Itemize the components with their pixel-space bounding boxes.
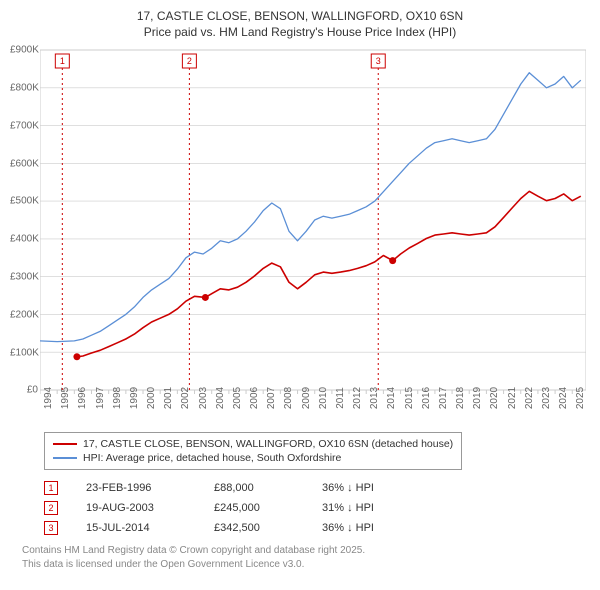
x-tick-label: 2016 [421,387,432,409]
title-line-1: 17, CASTLE CLOSE, BENSON, WALLINGFORD, O… [10,8,590,24]
x-tick-label: 2006 [249,387,260,409]
x-tick-label: 2024 [558,387,569,409]
y-tick-label: £600K [10,158,38,169]
footer: Contains HM Land Registry data © Crown c… [22,544,590,571]
legend-label: 17, CASTLE CLOSE, BENSON, WALLINGFORD, O… [83,438,453,450]
x-tick-label: 2013 [369,387,380,409]
x-tick-label: 2008 [283,387,294,409]
x-tick-label: 1998 [112,387,123,409]
x-tick-label: 2017 [438,387,449,409]
table-row: 2 19-AUG-2003 £245,000 31% ↓ HPI [44,498,590,518]
table-row: 3 15-JUL-2014 £342,500 36% ↓ HPI [44,518,590,538]
sale-delta: 36% ↓ HPI [322,482,412,494]
x-tick-label: 1997 [95,387,106,409]
x-tick-label: 2015 [404,387,415,409]
svg-text:1: 1 [60,56,65,66]
y-tick-label: £200K [10,309,38,320]
sale-price: £245,000 [214,502,294,514]
y-tick-label: £300K [10,272,38,283]
x-tick-label: 2004 [215,387,226,409]
sale-marker: 1 [44,481,58,495]
x-tick-label: 2022 [524,387,535,409]
footer-line-2: This data is licensed under the Open Gov… [22,558,590,572]
legend-swatch [53,457,77,459]
x-tick-label: 2010 [318,387,329,409]
y-tick-label: £900K [10,45,38,56]
x-tick-label: 2000 [146,387,157,409]
chart-area: 123 £0£100K£200K£300K£400K£500K£600K£700… [40,46,586,426]
y-tick-label: £700K [10,120,38,131]
legend-row: HPI: Average price, detached house, Sout… [53,451,453,465]
x-tick-label: 2018 [455,387,466,409]
x-tick-label: 2001 [163,387,174,409]
sale-price: £88,000 [214,482,294,494]
sale-date: 19-AUG-2003 [86,502,186,514]
legend: 17, CASTLE CLOSE, BENSON, WALLINGFORD, O… [44,432,462,470]
sales-table: 1 23-FEB-1996 £88,000 36% ↓ HPI 2 19-AUG-2003… [44,478,590,538]
x-tick-label: 2020 [489,387,500,409]
x-tick-label: 1995 [60,387,71,409]
x-tick-label: 2011 [335,388,346,410]
y-tick-label: £500K [10,196,38,207]
sale-date: 15-JUL-2014 [86,522,186,534]
y-tick-label: £100K [10,347,38,358]
svg-text:2: 2 [187,56,192,66]
sale-delta: 36% ↓ HPI [322,522,412,534]
x-tick-label: 2003 [198,387,209,409]
x-tick-label: 2009 [301,387,312,409]
chart-svg: 1 2 3 [40,46,586,426]
legend-label: HPI: Average price, detached house, Sout… [83,452,341,464]
y-tick-label: £0 [10,385,38,396]
x-tick-label: 2012 [352,387,363,409]
legend-row: 17, CASTLE CLOSE, BENSON, WALLINGFORD, O… [53,437,453,451]
x-tick-label: 1994 [43,387,54,409]
table-row: 1 23-FEB-1996 £88,000 36% ↓ HPI [44,478,590,498]
sale-marker: 3 [44,521,58,535]
footer-line-1: Contains HM Land Registry data © Crown c… [22,544,590,558]
y-tick-label: £400K [10,234,38,245]
sale-delta: 31% ↓ HPI [322,502,412,514]
chart-title: 17, CASTLE CLOSE, BENSON, WALLINGFORD, O… [10,8,590,40]
x-tick-label: 1999 [129,387,140,409]
sale-marker: 2 [44,501,58,515]
x-tick-label: 2007 [266,387,277,409]
legend-swatch [53,443,77,445]
x-tick-label: 2002 [180,387,191,409]
svg-text:3: 3 [376,56,381,66]
chart-container: 17, CASTLE CLOSE, BENSON, WALLINGFORD, O… [0,0,600,590]
x-tick-label: 2014 [386,387,397,409]
x-tick-label: 1996 [77,387,88,409]
x-tick-label: 2021 [507,387,518,409]
x-tick-label: 2019 [472,387,483,409]
x-tick-label: 2005 [232,387,243,409]
sale-price: £342,500 [214,522,294,534]
sale-date: 23-FEB-1996 [86,482,186,494]
title-line-2: Price paid vs. HM Land Registry's House … [10,24,590,40]
y-tick-label: £800K [10,83,38,94]
x-tick-label: 2023 [541,387,552,409]
x-tick-label: 2025 [575,387,586,409]
